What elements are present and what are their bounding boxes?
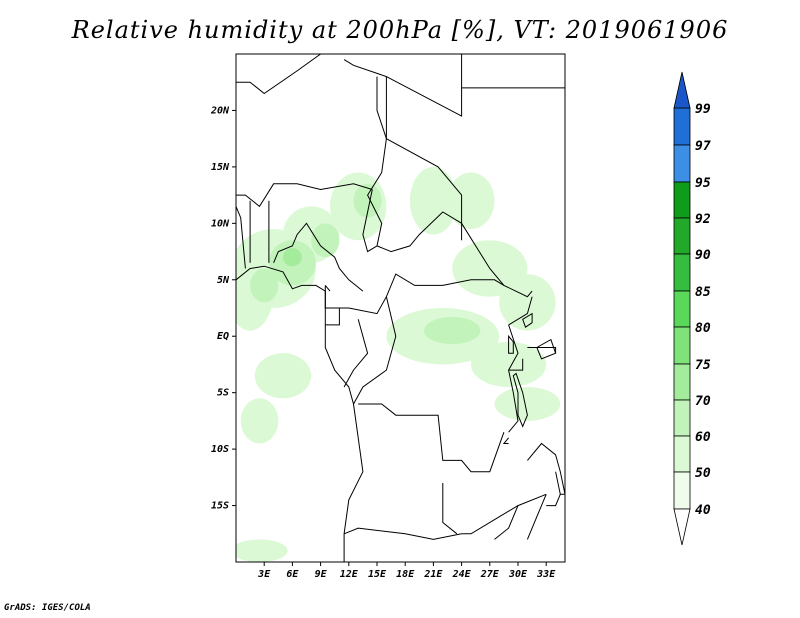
lake-6 [555,471,565,495]
lat-tick-label: 15N [211,162,230,173]
boundary-16 [358,403,505,473]
boundary-23 [442,483,458,535]
legend-label: 90 [695,248,711,263]
boundary-21 [527,442,565,495]
lon-tick-label: 15E [368,569,387,580]
lon-tick-label: 9E [315,569,328,580]
legend-band [673,435,691,473]
lon-tick-label: 30E [508,569,528,580]
humidity-area-19 [283,248,302,267]
coastline [236,265,364,562]
boundary-1 [343,54,463,117]
humidity-area-17 [424,317,481,345]
lat-tick-label: 5S [217,388,229,399]
legend-band [673,399,691,437]
humidity-area-12 [240,398,279,444]
lon-tick-label: 21E [423,569,443,580]
humidity-area-7 [499,274,556,331]
lat-tick-label: 20N [210,105,230,116]
boundary-20 [508,358,524,371]
boundary-12 [376,211,505,286]
boundary-26 [526,494,547,540]
legend-label: 50 [695,466,711,481]
humidity-area-10 [494,387,561,421]
boundary-18 [508,296,533,326]
legend-label: 85 [695,285,711,300]
boundary-24 [461,493,547,535]
legend-label: 80 [695,321,711,336]
lakes [324,285,565,507]
boundary-13 [325,308,340,326]
legend-label: 97 [695,139,711,154]
lon-tick-label: 6E [286,569,299,580]
grads-credit: GrADS: IGES/COLA [4,603,91,613]
boundary-22 [343,527,462,540]
legend-top-arrow [673,71,691,109]
humidity-area-9 [471,341,547,388]
humidity-area-15 [250,268,279,303]
boundary-0 [236,54,321,95]
lake-2 [512,372,528,428]
legend-band [673,181,691,219]
boundary-4 [367,76,387,247]
legend-label: 92 [695,212,711,227]
legend-label: 99 [695,102,711,117]
lake-5 [546,494,561,507]
lon-tick-label: 18E [396,569,415,580]
legend-label: 40 [695,503,711,518]
legend-band [673,253,691,292]
legend-band [673,290,691,328]
coastline-path [236,265,364,562]
humidity-field [236,166,561,562]
humidity-area-4 [409,166,457,235]
longitude-axis: 3E 6E 9E 12E 15E 18E 21E 24E 27E 30E 33E [257,562,556,580]
lake-0 [508,334,514,354]
lat-tick-label: 5N [217,275,230,286]
legend-band [673,107,691,146]
legend-band [673,363,691,401]
boundary-3 [236,183,373,208]
lat-tick-label: 10N [211,218,230,229]
legend-band [673,326,691,365]
map-title: Relative humidity at 200hPa [%], VT: 201… [71,16,729,44]
lon-tick-label: 27E [480,569,500,580]
legend-band [673,144,691,183]
country-boundaries [236,54,565,540]
boundary-10 [273,222,364,292]
map-frame [235,53,566,563]
legend-label: 75 [695,358,711,373]
lon-tick-label: 24E [452,569,472,580]
latitude-axis: 20N 15N 10N 5N EQ 5S 10S 15S [210,105,236,512]
lake-4 [502,437,509,444]
legend-bottom-arrow [673,508,691,546]
legend-label: 95 [695,176,711,191]
lat-tick-label: 10S [211,444,229,455]
legend-band [673,471,691,510]
boundary-6 [362,189,378,253]
boundary-15 [353,296,397,405]
humidity-area-5 [447,172,495,229]
humidity-area-13 [236,539,288,562]
lake-3 [536,338,557,360]
lon-tick-label: 3E [257,569,271,580]
legend-band [673,217,691,255]
boundary-5 [385,76,463,241]
legend-label: 60 [695,430,711,445]
lake-7 [324,285,331,292]
boundary-14 [343,319,369,388]
humidity-area-16 [311,223,340,258]
lon-tick-label: 12E [340,569,359,580]
colorbar-legend: 99 97 95 92 90 85 80 75 70 60 50 40 [673,71,711,546]
lat-tick-label: 15S [211,501,229,512]
lon-tick-label: 33E [536,569,556,580]
legend-label: 70 [695,394,711,409]
boundary-25 [494,505,519,540]
lake-1 [522,312,533,328]
lat-tick-label: EQ [217,331,229,342]
boundary-9 [236,206,246,269]
humidity-area-11 [254,353,312,399]
boundary-17 [508,324,519,433]
